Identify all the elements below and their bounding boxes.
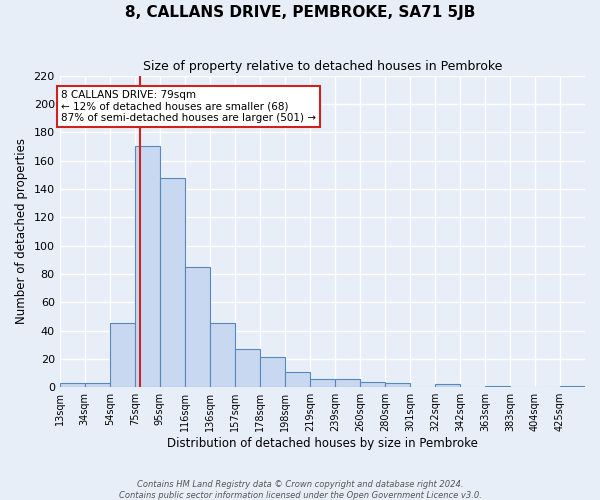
Bar bbox=[185, 267, 210, 387]
Text: 8 CALLANS DRIVE: 79sqm
← 12% of detached houses are smaller (68)
87% of semi-det: 8 CALLANS DRIVE: 79sqm ← 12% of detached… bbox=[61, 90, 316, 123]
Bar bbox=[85, 383, 110, 387]
Bar bbox=[360, 382, 385, 387]
Bar bbox=[210, 324, 235, 387]
Title: Size of property relative to detached houses in Pembroke: Size of property relative to detached ho… bbox=[143, 60, 502, 73]
Bar bbox=[560, 386, 585, 387]
Text: Contains HM Land Registry data © Crown copyright and database right 2024.
Contai: Contains HM Land Registry data © Crown c… bbox=[119, 480, 481, 500]
Bar bbox=[285, 372, 310, 387]
Y-axis label: Number of detached properties: Number of detached properties bbox=[15, 138, 28, 324]
Bar bbox=[59, 383, 85, 387]
Bar bbox=[335, 378, 360, 387]
Bar bbox=[160, 178, 185, 387]
Bar bbox=[435, 384, 460, 387]
Text: 8, CALLANS DRIVE, PEMBROKE, SA71 5JB: 8, CALLANS DRIVE, PEMBROKE, SA71 5JB bbox=[125, 5, 475, 20]
Bar bbox=[260, 358, 285, 387]
Bar bbox=[485, 386, 510, 387]
X-axis label: Distribution of detached houses by size in Pembroke: Distribution of detached houses by size … bbox=[167, 437, 478, 450]
Bar bbox=[135, 146, 160, 387]
Bar bbox=[310, 378, 335, 387]
Bar bbox=[110, 324, 135, 387]
Bar bbox=[385, 383, 410, 387]
Bar bbox=[235, 349, 260, 387]
